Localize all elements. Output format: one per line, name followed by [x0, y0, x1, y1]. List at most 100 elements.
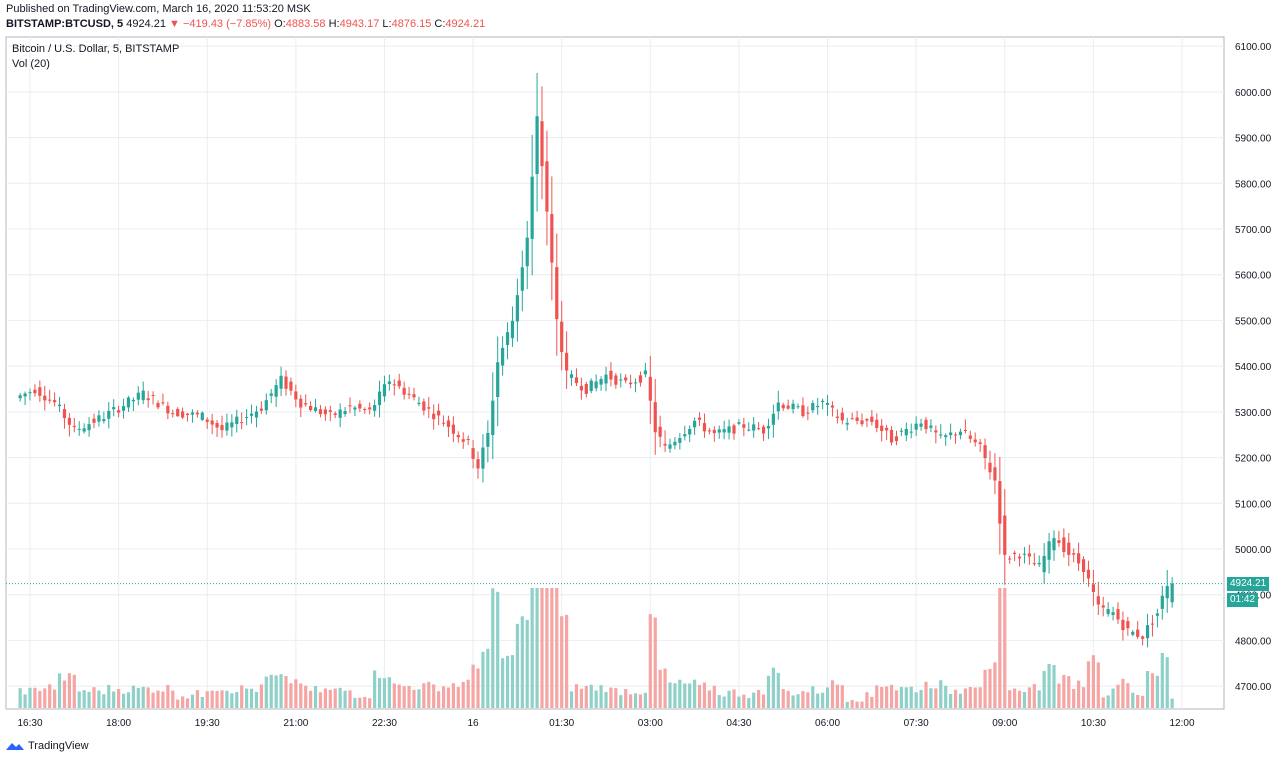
- high-label: H:: [328, 18, 340, 30]
- candle-body: [840, 412, 844, 421]
- candle-body: [614, 375, 618, 385]
- volume-bar: [136, 687, 140, 708]
- volume-bar: [348, 690, 352, 708]
- volume-bar: [491, 588, 495, 708]
- volume-bar: [441, 686, 446, 708]
- candle-body: [643, 370, 647, 375]
- candle-body: [973, 439, 977, 443]
- x-tick-label: 07:30: [904, 718, 929, 729]
- candle-body: [747, 429, 751, 431]
- volume-bar: [112, 691, 116, 708]
- candle-body: [1032, 563, 1036, 565]
- candle-body: [220, 425, 224, 431]
- candle-body: [343, 411, 347, 415]
- volume-bar: [574, 684, 579, 708]
- candle-body: [264, 400, 268, 411]
- volume-bar: [1003, 588, 1007, 708]
- candle-body: [87, 424, 91, 431]
- volume-bar: [663, 668, 667, 708]
- volume-bar: [949, 693, 953, 708]
- volume-bar: [599, 685, 603, 708]
- candle-body: [235, 416, 239, 424]
- volume-bar: [870, 696, 874, 708]
- candle-body: [284, 376, 288, 389]
- candle-body: [845, 423, 849, 425]
- candle-body: [23, 393, 27, 397]
- candle-body: [589, 380, 593, 392]
- footer-brand[interactable]: TradingView: [5, 739, 89, 753]
- candle-body: [865, 418, 869, 421]
- candle-body: [1008, 558, 1012, 560]
- candle-body: [737, 422, 741, 424]
- symbol-label[interactable]: BITSTAMP:BTCUSD, 5: [6, 18, 124, 30]
- volume-bar: [865, 692, 869, 708]
- volume-bar: [461, 681, 465, 708]
- volume-bar: [958, 693, 963, 708]
- volume-bar: [535, 588, 539, 708]
- candle-body: [978, 442, 982, 445]
- volume-bar: [727, 690, 731, 708]
- y-tick-label: 5100.00: [1235, 499, 1272, 510]
- volume-title[interactable]: Vol (20): [12, 58, 50, 70]
- volume-bar: [776, 672, 780, 708]
- volume-bar: [510, 655, 515, 708]
- candle-body: [117, 410, 121, 413]
- candle-body: [304, 403, 308, 405]
- candle-body: [885, 427, 889, 431]
- volume-bar: [697, 684, 702, 708]
- open-value: 4883.58: [285, 18, 326, 30]
- volume-bar: [1150, 673, 1155, 708]
- x-tick-label: 22:30: [372, 718, 397, 729]
- volume-bar: [737, 696, 741, 708]
- footer-brand-label: TradingView: [28, 740, 89, 752]
- candle-body: [510, 320, 515, 339]
- candle-body: [131, 399, 135, 402]
- chart-canvas[interactable]: 4700.004800.004900.005000.005100.005200.…: [0, 0, 1280, 740]
- candle-body: [1116, 609, 1120, 620]
- volume-bar: [377, 677, 382, 708]
- candle-body: [697, 417, 702, 420]
- candle-body: [530, 176, 534, 239]
- candle-body: [1126, 621, 1130, 629]
- volume-bar: [1131, 692, 1135, 708]
- candle-body: [599, 378, 603, 385]
- volume-bar: [1008, 690, 1012, 708]
- volume-bar: [944, 685, 948, 708]
- candle-body: [171, 413, 175, 415]
- volume-bar: [185, 698, 190, 708]
- candle-body: [565, 352, 569, 371]
- volume-bar: [1116, 684, 1120, 708]
- volume-bar: [368, 698, 372, 708]
- volume-bar: [200, 696, 204, 708]
- volume-bar: [929, 688, 933, 708]
- candle-body: [417, 402, 421, 404]
- volume-bar: [806, 692, 810, 708]
- volume-bar: [486, 648, 490, 708]
- volume-bar: [1077, 680, 1081, 708]
- candle-body: [894, 436, 899, 442]
- volume-bar: [259, 684, 263, 708]
- volume-bar: [609, 687, 613, 708]
- volume-bar: [821, 692, 825, 708]
- candle-body: [811, 403, 815, 411]
- volume-bar: [318, 692, 323, 708]
- candle-body: [353, 407, 357, 410]
- candle-body: [1150, 623, 1155, 625]
- volume-bar: [540, 588, 544, 708]
- y-tick-label: 6100.00: [1235, 42, 1272, 53]
- candle-body: [520, 267, 524, 291]
- volume-bar: [894, 690, 899, 708]
- volume-bar: [166, 684, 170, 708]
- candle-body: [112, 407, 116, 410]
- candle-body: [471, 448, 475, 459]
- candle-body: [1027, 553, 1031, 557]
- volume-bar: [860, 701, 864, 708]
- candle-body: [422, 401, 426, 411]
- volume-bar: [195, 690, 199, 708]
- volume-bar: [648, 614, 652, 708]
- candle-body: [67, 417, 71, 425]
- volume-bar: [279, 674, 283, 708]
- volume-bar: [220, 690, 224, 708]
- candle-body: [855, 417, 859, 421]
- x-tick-label: 06:00: [815, 718, 840, 729]
